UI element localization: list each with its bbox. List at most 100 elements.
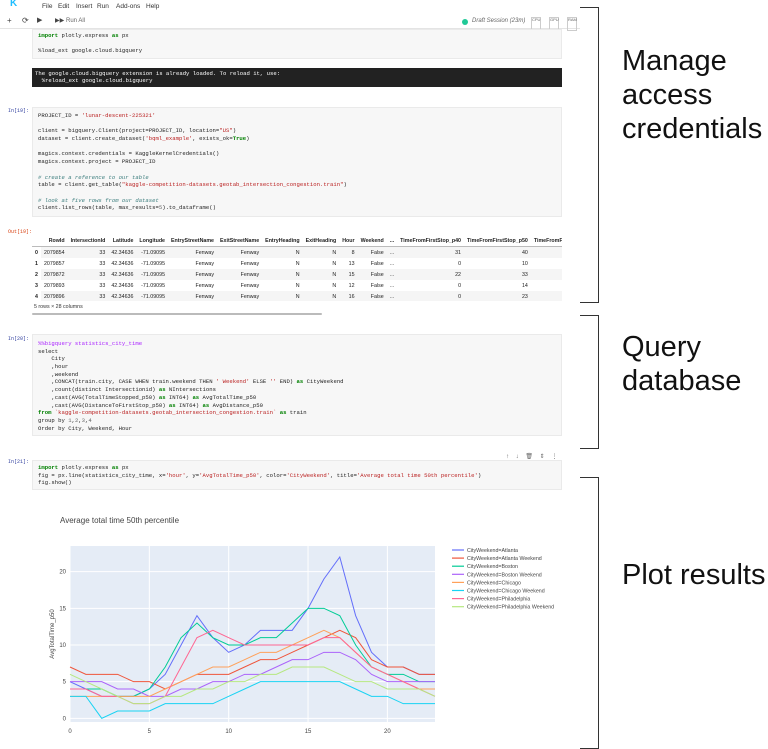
column-header: ExitStreetName: [217, 235, 263, 247]
more-options-icon[interactable]: ⋮: [551, 454, 558, 460]
table-cell: 33: [464, 269, 531, 280]
move-down-icon[interactable]: ↓: [515, 454, 519, 460]
code-cell-4[interactable]: import plotly.express as px fig = px.lin…: [32, 460, 562, 490]
table-row: 1 2079857 33 42.34636 -71.09095 Fenway Fenway N…: [32, 258, 562, 269]
table-cell: Fenway: [217, 269, 263, 280]
table-cell: -71.09095: [136, 269, 169, 280]
table-cell: -71.09095: [136, 291, 169, 301]
table-cell: ...: [386, 246, 398, 258]
code-line: ,weekend: [38, 370, 79, 378]
column-header: ExitHeading: [302, 235, 340, 247]
menu-insert[interactable]: Insert: [76, 3, 93, 10]
column-header: ...: [386, 235, 398, 247]
y-tick-label: 0: [63, 716, 67, 722]
row-index: 1: [35, 260, 38, 267]
column-header: Latitude: [108, 235, 137, 247]
table-cell: 23: [464, 291, 531, 301]
menu-help[interactable]: Help: [146, 3, 160, 10]
column-header: [32, 235, 41, 247]
table-cell: 2079854: [40, 246, 68, 258]
row-index: 2: [35, 271, 38, 278]
code-line: dataset = client.create_dataset('bqml_ex…: [38, 135, 250, 143]
table-row: 2 2079872 33 42.34636 -71.09095 Fenway Fenway N…: [32, 269, 562, 280]
notebook-toolbar: + ⟳ ▶ ▶▶ Run All Draft Session (23m) CPU…: [0, 14, 580, 31]
table-cell: Fenway: [168, 291, 217, 301]
table-cell: N: [295, 282, 300, 289]
table-cell: 0: [397, 291, 465, 301]
menu-addons[interactable]: Add-ons: [116, 3, 141, 10]
add-cell-icon[interactable]: +: [7, 16, 12, 25]
delete-icon[interactable]: 🗑: [525, 454, 533, 460]
series-line: [70, 681, 435, 719]
table-cell: [530, 246, 562, 258]
table-cell: [531, 258, 562, 269]
move-up-icon[interactable]: ↑: [506, 454, 509, 460]
table-row: 4 2079896 33 42.34636 -71.09095 Fenway Fenway N…: [32, 291, 562, 301]
code-line: import plotly.express as px: [38, 464, 129, 471]
stderr-output: The google.cloud.bigquery extension is a…: [32, 68, 562, 87]
code-line: [38, 166, 556, 174]
x-tick-label: 20: [384, 729, 391, 735]
table-cell: N: [302, 246, 340, 258]
table-cell: Fenway: [217, 246, 263, 258]
legend-label: CityWeekend=Chicago Weekend: [467, 589, 545, 595]
legend-label: CityWeekend=Boston: [467, 564, 518, 570]
cell-2-prompt: In[19]:: [8, 108, 30, 114]
menu-run[interactable]: Run: [97, 3, 109, 10]
cell-toolbar: ↑ ↓ 🗑 ⇕ ⋮: [506, 453, 562, 460]
code-cell-1[interactable]: import plotly.express as px %load_ext go…: [32, 29, 562, 59]
code-line: magics.context.project = PROJECT_ID: [38, 158, 156, 166]
code-line: Order by City, Weekend, Hour: [38, 424, 132, 432]
legend-label: CityWeekend=Atlanta: [467, 548, 518, 554]
code-line: import plotly.express as px: [38, 32, 129, 39]
annotation-line: access: [622, 79, 713, 111]
bracket-query: [580, 315, 599, 449]
y-tick-label: 15: [59, 606, 66, 612]
table-cell: N: [262, 269, 303, 280]
y-tick-label: 20: [59, 570, 66, 576]
x-tick-label: 15: [305, 729, 312, 735]
code-cell-2[interactable]: PROJECT_ID = 'lunar-descent-225321' clie…: [32, 107, 562, 217]
column-header: IntersectionId: [67, 235, 109, 247]
code-line: [38, 189, 556, 197]
code-comment: # look at five rows from our dataset: [38, 196, 159, 204]
legend-label: CityWeekend=Chicago: [467, 580, 521, 586]
stderr-line: %reload_ext google.cloud.bigquery: [35, 77, 153, 84]
table-cell: 2079896: [40, 291, 68, 301]
table-cell: 40: [464, 246, 531, 258]
table-cell: 2079872: [40, 269, 68, 280]
table-cell: ...: [389, 260, 395, 267]
table-cell: -71.09095: [141, 282, 166, 289]
run-all-icon[interactable]: ▶▶: [55, 18, 65, 24]
collapse-icon[interactable]: ⇕: [539, 454, 545, 460]
code-line: %load_ext google.cloud.bigquery: [38, 47, 143, 55]
plot-area: [70, 546, 435, 722]
legend-label: CityWeekend=Atlanta Weekend: [467, 556, 542, 562]
column-header: Hour: [339, 235, 358, 247]
table-cell: Fenway: [217, 291, 263, 301]
run-all-label[interactable]: Run All: [66, 18, 86, 24]
x-tick-label: 10: [225, 729, 232, 735]
table-cell: N: [332, 282, 337, 289]
table-cell: False: [357, 269, 387, 280]
horizontal-scrollbar[interactable]: [32, 313, 322, 315]
menu-edit[interactable]: Edit: [58, 3, 70, 10]
table-cell: -71.09095: [136, 246, 169, 258]
row-index: 3: [35, 282, 38, 289]
table-cell: 42.34636: [108, 269, 137, 280]
table-cell: ...: [389, 282, 395, 289]
table-cell: 42.34636: [111, 260, 134, 267]
table-cell: 12: [348, 282, 355, 289]
table-cell: N: [295, 260, 300, 267]
cell-2-output-prompt: Out[19]:: [8, 229, 33, 235]
run-icon[interactable]: ▶: [37, 17, 43, 24]
x-tick-label: 5: [148, 729, 152, 735]
code-line: client.list_rows(table, max_results=5).t…: [38, 204, 216, 212]
menu-file[interactable]: File: [42, 3, 53, 10]
legend-label: CityWeekend=Philadelphia Weekend: [467, 605, 554, 611]
code-cell-3[interactable]: %%bigquery statistics_city_time select C…: [32, 334, 562, 436]
chart-title: Average total time 50th percentile: [60, 516, 180, 525]
code-line: magics.context.credentials = KaggleKerne…: [38, 150, 220, 158]
refresh-icon[interactable]: ⟳: [22, 16, 29, 25]
column-header: EntryStreetName: [168, 235, 217, 247]
